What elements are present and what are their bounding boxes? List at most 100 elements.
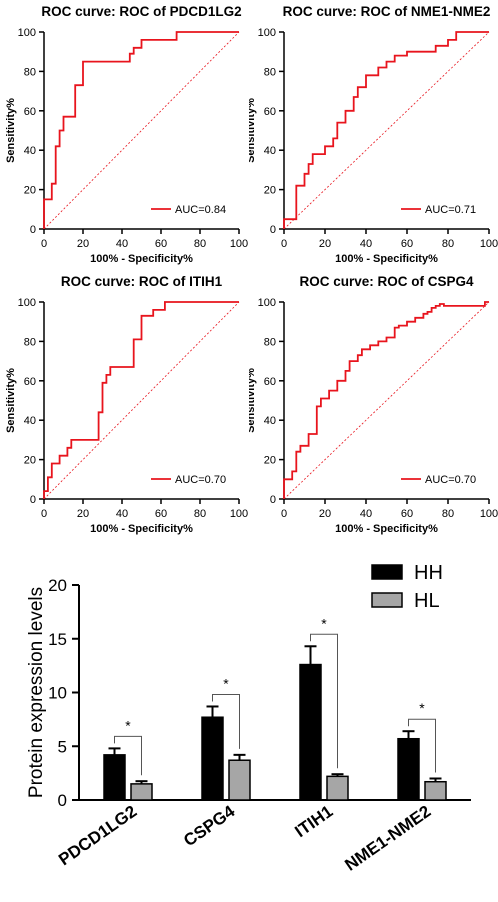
x-axis-title: 100% - Specificity% bbox=[90, 523, 193, 535]
category-label: ITIH1 bbox=[291, 802, 336, 841]
roc-curve bbox=[43, 31, 239, 229]
y-tick-label: 0 bbox=[270, 224, 276, 236]
y-axis-title: Protein expression levels bbox=[26, 587, 47, 798]
y-tick-label: 20 bbox=[24, 455, 36, 467]
y-axis-title: Sensitivity% bbox=[5, 98, 17, 163]
y-tick-label: 5 bbox=[58, 737, 67, 756]
category-label: CSPG4 bbox=[180, 801, 239, 850]
x-tick-label: 20 bbox=[77, 508, 89, 520]
x-tick-label: 60 bbox=[401, 238, 413, 250]
y-tick-label: 0 bbox=[30, 224, 36, 236]
legend-swatch-hl bbox=[371, 592, 403, 608]
reference-diagonal-line bbox=[283, 301, 490, 500]
roc-curve bbox=[43, 301, 239, 499]
legend-auc-label: AUC=0.71 bbox=[425, 204, 476, 216]
bar-hl bbox=[130, 783, 153, 801]
y-tick-label: 60 bbox=[264, 106, 276, 118]
reference-diagonal-line bbox=[283, 31, 490, 230]
y-tick-label: 60 bbox=[24, 376, 36, 388]
x-tick-label: 100 bbox=[230, 508, 248, 520]
x-axis-title: 100% - Specificity% bbox=[90, 253, 193, 265]
roc-curve bbox=[283, 31, 489, 229]
roc-title: ROC curve: ROC of PDCD1LG2 bbox=[41, 4, 241, 19]
significance-bracket bbox=[310, 633, 338, 769]
x-tick-label: 100 bbox=[480, 508, 498, 520]
significance-bracket bbox=[114, 735, 142, 776]
y-tick-label: 100 bbox=[18, 297, 36, 309]
y-tick-label: 0 bbox=[30, 494, 36, 506]
x-tick-label: 100 bbox=[230, 238, 248, 250]
significance-marker: * bbox=[419, 700, 425, 716]
x-tick-label: 20 bbox=[77, 238, 89, 250]
bar-panel-protein-expression: 0 5 10 15 20 Protein expression levels * PDCD1L… bbox=[0, 550, 498, 897]
y-tick-label: 40 bbox=[264, 145, 276, 157]
y-tick-label: 20 bbox=[24, 185, 36, 197]
x-tick-label: 80 bbox=[442, 508, 454, 520]
roc-panel-pdcd1lg2: ROC curve: ROC of PDCD1LG2 0 20 40 60 80 100 0 2… bbox=[0, 0, 249, 270]
x-tick-label: 100 bbox=[480, 238, 498, 250]
y-tick-label: 100 bbox=[258, 297, 276, 309]
x-axis-title: 100% - Specificity% bbox=[335, 523, 438, 535]
significance-bracket bbox=[212, 693, 240, 749]
y-axis-title: Sensitivity% bbox=[5, 368, 17, 433]
x-tick-label: 60 bbox=[155, 238, 167, 250]
reference-diagonal-line bbox=[43, 31, 240, 230]
x-tick-label: 0 bbox=[281, 508, 287, 520]
y-tick-label: 80 bbox=[24, 66, 36, 78]
y-tick-label: 0 bbox=[270, 494, 276, 506]
roc-chart-itih1: ROC curve: ROC of ITIH1 0 20 40 60 80 100 0 20 40… bbox=[5, 274, 248, 535]
roc-panel-cspg4: ROC curve: ROC of CSPG4 0 20 40 60 80 100 0 20 40… bbox=[245, 270, 498, 545]
x-tick-label: 0 bbox=[281, 238, 287, 250]
roc-chart-nme1-nme2: ROC curve: ROC of NME1-NME2 0 20 40 60 80 100 0… bbox=[245, 4, 498, 265]
x-tick-label: 20 bbox=[319, 508, 331, 520]
y-tick-label: 40 bbox=[24, 415, 36, 427]
significance-marker: * bbox=[223, 675, 229, 691]
x-tick-label: 40 bbox=[360, 508, 372, 520]
x-tick-label: 80 bbox=[442, 238, 454, 250]
legend-auc-label: AUC=0.70 bbox=[175, 474, 226, 486]
roc-title: ROC curve: ROC of CSPG4 bbox=[299, 274, 474, 289]
x-tick-label: 0 bbox=[41, 238, 47, 250]
roc-panel-nme1-nme2: ROC curve: ROC of NME1-NME2 0 20 40 60 80 100 0… bbox=[245, 0, 498, 270]
x-axis-title: 100% - Specificity% bbox=[335, 253, 438, 265]
y-axis-title: Sensitivity% bbox=[249, 98, 257, 163]
legend-label-hh: HH bbox=[414, 562, 443, 584]
roc-curve bbox=[283, 301, 489, 499]
category-label: PDCD1LG2 bbox=[55, 802, 140, 870]
x-tick-label: 40 bbox=[116, 238, 128, 250]
roc-panel-itih1: ROC curve: ROC of ITIH1 0 20 40 60 80 100 0 20 40… bbox=[0, 270, 249, 545]
legend-auc-label: AUC=0.84 bbox=[175, 204, 226, 216]
y-tick-label: 20 bbox=[264, 185, 276, 197]
category-label: NME1-NME2 bbox=[341, 802, 434, 875]
y-tick-label: 80 bbox=[24, 336, 36, 348]
y-tick-label: 20 bbox=[48, 576, 67, 595]
y-tick-label: 10 bbox=[48, 684, 67, 703]
y-tick-label: 100 bbox=[258, 27, 276, 39]
bar-hh bbox=[397, 737, 420, 801]
bar-hh bbox=[201, 716, 224, 801]
roc-title: ROC curve: ROC of NME1-NME2 bbox=[283, 4, 491, 19]
y-tick-label: 40 bbox=[264, 415, 276, 427]
significance-bracket bbox=[408, 718, 436, 773]
bar-hh bbox=[299, 663, 322, 801]
significance-marker: * bbox=[125, 717, 131, 733]
bar-hl bbox=[424, 780, 447, 801]
y-tick-label: 80 bbox=[264, 336, 276, 348]
y-tick-label: 20 bbox=[264, 455, 276, 467]
x-tick-label: 40 bbox=[116, 508, 128, 520]
x-tick-label: 80 bbox=[194, 238, 206, 250]
legend-label-hl: HL bbox=[414, 590, 440, 612]
y-tick-label: 15 bbox=[48, 630, 67, 649]
y-tick-label: 80 bbox=[264, 66, 276, 78]
bar-hl bbox=[326, 775, 349, 801]
y-tick-label: 60 bbox=[264, 376, 276, 388]
bar-hl bbox=[228, 759, 251, 801]
roc-chart-cspg4: ROC curve: ROC of CSPG4 0 20 40 60 80 100 0 20 40… bbox=[245, 274, 498, 535]
x-tick-label: 0 bbox=[41, 508, 47, 520]
x-tick-label: 60 bbox=[155, 508, 167, 520]
y-tick-label: 60 bbox=[24, 106, 36, 118]
bar-hh bbox=[103, 754, 126, 801]
y-axis-title: Sensitivity% bbox=[249, 368, 257, 433]
legend-auc-label: AUC=0.70 bbox=[425, 474, 476, 486]
